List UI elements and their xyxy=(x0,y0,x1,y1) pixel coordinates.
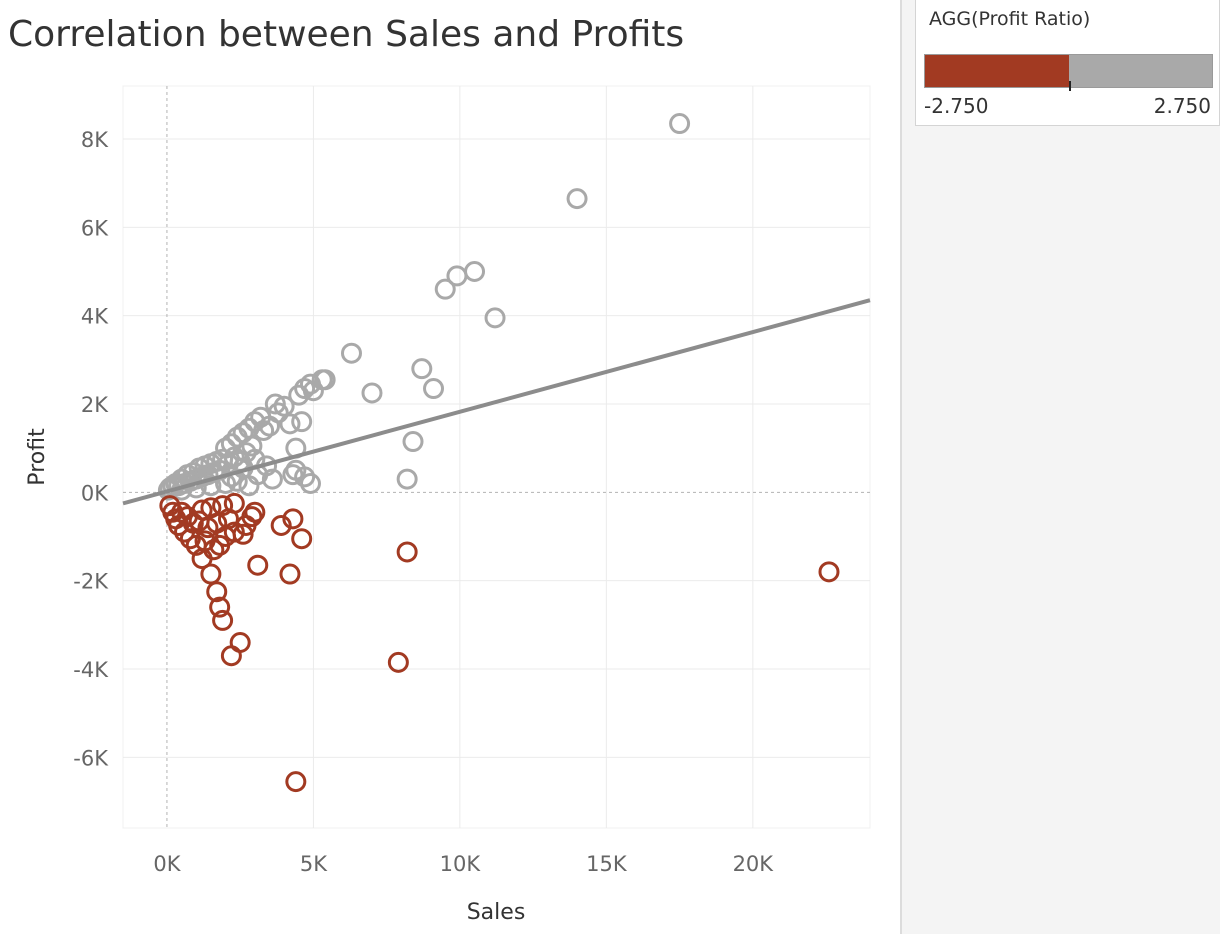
data-point xyxy=(238,475,260,497)
y-axis: -6K -4K -2K 0K 2K 4K 6K 8K xyxy=(73,128,109,770)
data-point xyxy=(288,384,310,406)
data-point xyxy=(282,464,304,486)
data-point xyxy=(191,499,213,521)
data-point xyxy=(464,261,486,282)
data-point xyxy=(171,501,193,523)
data-point xyxy=(282,508,304,530)
page-title: Correlation between Sales and Profits xyxy=(8,14,685,55)
data-point xyxy=(270,514,292,536)
y-tick-label: -4K xyxy=(73,658,109,682)
data-point xyxy=(299,473,321,494)
y-tick-label: 6K xyxy=(81,216,109,240)
data-point xyxy=(223,521,245,543)
data-point xyxy=(267,402,289,424)
data-point xyxy=(279,563,301,585)
data-point xyxy=(387,651,409,673)
x-axis-title: Sales xyxy=(467,900,526,925)
data-point xyxy=(285,771,307,793)
data-point xyxy=(311,369,333,391)
data-point xyxy=(396,541,418,563)
y-axis-title: Profit xyxy=(25,428,50,486)
data-point xyxy=(232,422,254,444)
data-point xyxy=(203,539,225,561)
y-tick-label: -2K xyxy=(73,570,109,594)
legend-zero-tick xyxy=(1068,81,1071,91)
data-point xyxy=(566,188,588,210)
data-point xyxy=(247,554,269,576)
data-point xyxy=(273,395,295,417)
y-tick-label: 2K xyxy=(81,393,109,417)
data-point xyxy=(294,466,316,488)
data-point xyxy=(261,468,283,490)
data-point xyxy=(446,265,468,287)
x-tick-label: 5K xyxy=(300,852,328,876)
data-point xyxy=(361,382,383,404)
data-point xyxy=(220,645,242,667)
data-point xyxy=(241,435,263,457)
trend-line-group xyxy=(122,298,871,506)
data-point xyxy=(209,596,231,618)
data-point xyxy=(212,495,234,517)
y-tick-label: 8K xyxy=(81,128,109,152)
data-point xyxy=(423,378,445,400)
legend-title: AGG(Profit Ratio) xyxy=(929,8,1091,30)
color-legend: AGG(Profit Ratio) -2.750 2.750 xyxy=(915,0,1220,126)
data-point xyxy=(291,528,313,550)
x-tick-label: 15K xyxy=(586,852,628,876)
y-tick-label: 0K xyxy=(81,481,109,505)
data-point xyxy=(200,475,222,497)
data-point xyxy=(340,342,362,364)
data-point xyxy=(411,358,433,380)
plot-frame xyxy=(122,85,871,829)
data-point xyxy=(396,468,418,490)
legend-negative-range xyxy=(925,55,1069,87)
data-point xyxy=(200,497,222,519)
data-point xyxy=(179,528,201,550)
legend-min-label: -2.750 xyxy=(924,94,989,118)
side-panel xyxy=(900,0,1220,934)
legend-color-ramp[interactable] xyxy=(924,54,1213,91)
data-point xyxy=(229,632,251,653)
data-point xyxy=(402,431,424,453)
data-point xyxy=(159,495,181,517)
data-point xyxy=(294,378,316,400)
x-tick-label: 0K xyxy=(153,852,181,876)
data-point xyxy=(253,420,275,441)
data-point xyxy=(223,492,245,514)
y-tick-label: 4K xyxy=(81,305,109,329)
x-tick-label: 10K xyxy=(440,852,482,876)
gridlines xyxy=(122,85,871,829)
data-points xyxy=(157,113,840,793)
legend-max-label: 2.750 xyxy=(1153,94,1211,118)
y-tick-label: -6K xyxy=(73,746,109,770)
data-point xyxy=(484,307,506,329)
data-point xyxy=(241,506,263,528)
data-point xyxy=(291,411,313,433)
data-point xyxy=(264,393,286,415)
data-point xyxy=(818,561,840,583)
data-point xyxy=(434,278,456,300)
data-point xyxy=(212,609,234,631)
data-point xyxy=(669,113,691,135)
trend-line xyxy=(122,298,871,506)
data-point xyxy=(200,563,222,585)
x-axis: 0K 5K 10K 15K 20K xyxy=(153,852,774,876)
x-tick-label: 20K xyxy=(733,852,775,876)
